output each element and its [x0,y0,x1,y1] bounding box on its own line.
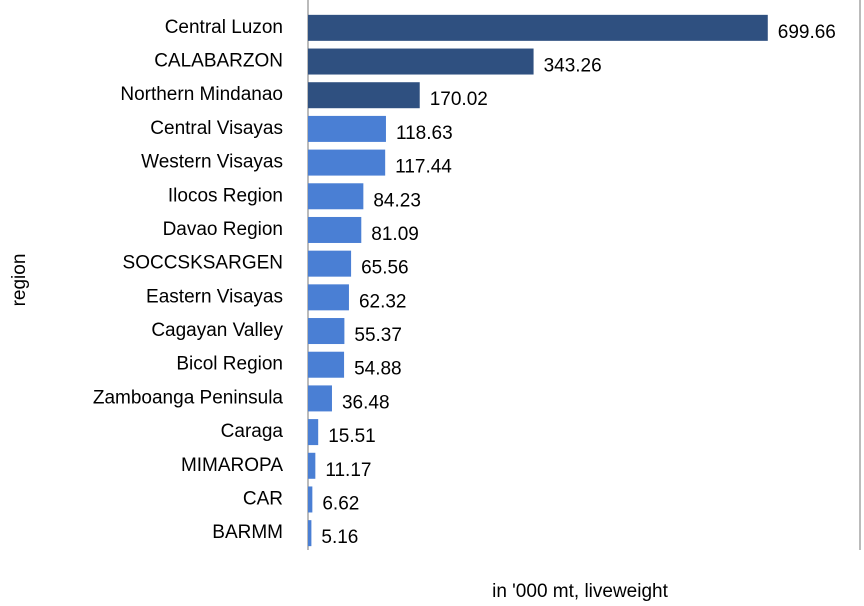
y-tick-label: Northern Mindanao [120,84,283,105]
bar [308,351,345,378]
data-label: 54.88 [354,359,402,380]
y-tick-label: Eastern Visayas [146,286,283,307]
data-label: 6.62 [322,493,359,514]
y-tick-label: Central Luzon [165,17,283,38]
y-tick-label: SOCCSKSARGEN [123,253,283,274]
data-label: 343.26 [544,56,602,77]
bar [308,385,332,412]
bar [308,486,313,513]
bar [308,520,312,547]
bar [308,318,345,345]
bar [308,284,349,311]
y-tick-label: CAR [243,488,283,509]
y-tick-label: MIMAROPA [181,455,283,476]
y-tick-label: Western Visayas [141,152,283,173]
y-axis-label: region [9,254,30,307]
bar [308,250,352,277]
y-tick-label: Bicol Region [176,354,283,375]
y-tick-label: Ilocos Region [168,185,283,206]
data-label: 81.09 [371,224,419,245]
data-label: 118.63 [396,123,453,144]
data-label: 15.51 [328,426,376,447]
bar [308,82,420,109]
data-label: 36.48 [342,392,390,413]
x-axis-label: in '000 mt, liveweight [492,581,668,602]
y-tick-label: BARMM [212,522,283,543]
y-tick-label: Cagayan Valley [151,320,283,341]
data-label: 62.32 [359,291,407,312]
bar [308,419,319,446]
y-tick-label: CALABARZON [154,51,283,72]
data-label: 117.44 [395,157,452,178]
bar [308,216,362,243]
data-label: 84.23 [373,190,421,211]
y-tick-label: Zamboanga Peninsula [93,387,284,408]
data-label: 55.37 [354,325,402,346]
data-label: 699.66 [778,22,836,43]
bar [308,48,534,75]
data-label: 65.56 [361,258,409,279]
bar [308,452,316,479]
data-label: 170.02 [430,89,488,110]
data-label: 11.17 [325,460,371,481]
bar [308,149,386,176]
data-label: 5.16 [321,527,358,548]
y-tick-label: Caraga [221,421,284,442]
y-tick-label: Davao Region [163,219,283,240]
bar [308,115,386,142]
bar [308,183,364,210]
y-tick-label: Central Visayas [150,118,283,139]
bar [308,14,768,41]
